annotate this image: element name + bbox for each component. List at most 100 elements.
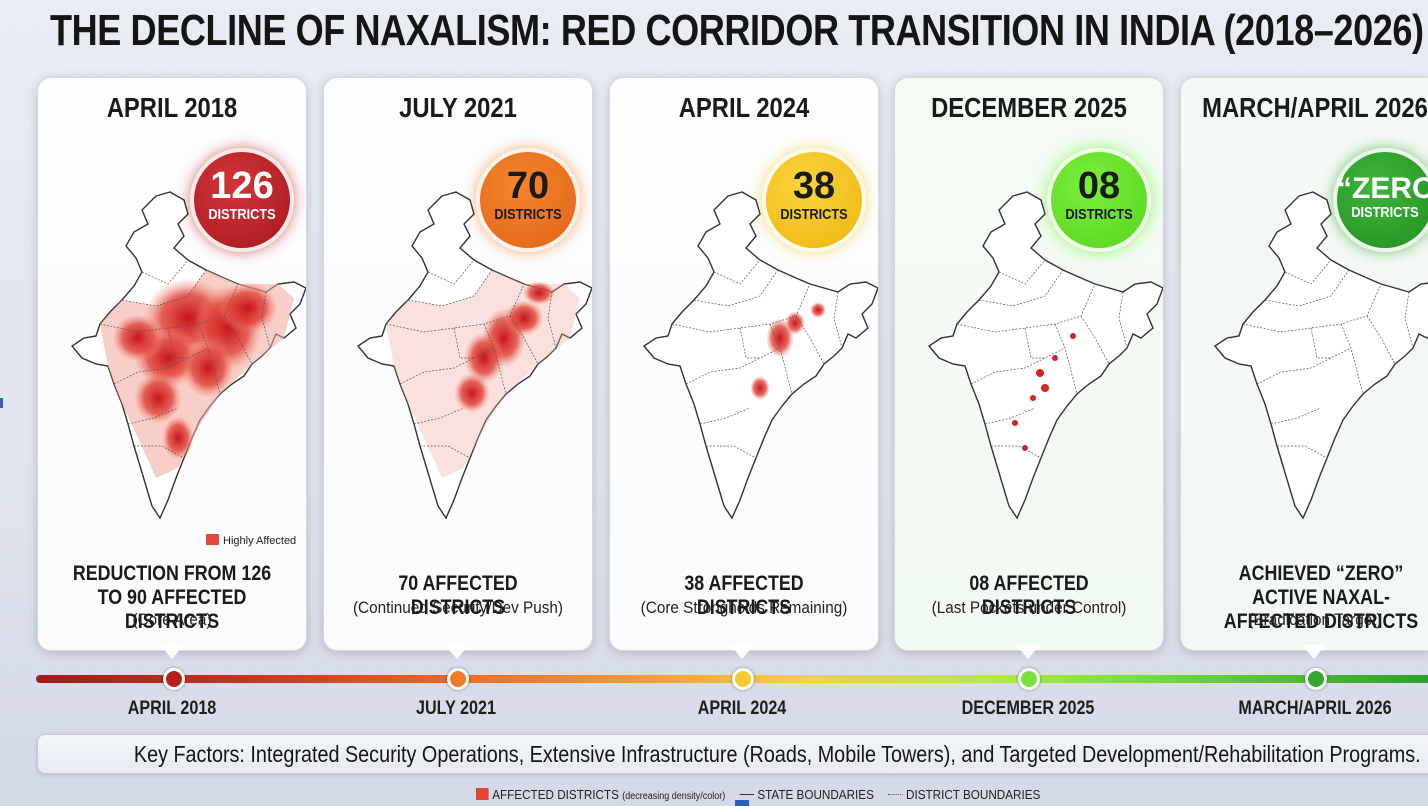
india-outline [927, 191, 1163, 520]
affected-district-area [112, 314, 164, 362]
state-boundary [413, 407, 465, 425]
timeline-dot [1305, 668, 1327, 690]
stage-date: DECEMBER 2025 [931, 92, 1127, 123]
district-count: 70 [506, 165, 550, 207]
state-boundary [1118, 291, 1128, 349]
state-boundary [671, 283, 811, 333]
state-boundary [453, 327, 474, 359]
affected-district-area [134, 372, 182, 424]
affected-district-area [1036, 369, 1044, 377]
state-boundary [420, 445, 471, 459]
district-count-badge: “ZERO” DISTRICTS [1333, 148, 1428, 252]
legend-affected: AFFECTED DISTRICTS [492, 787, 619, 802]
state-boundary [1242, 283, 1382, 333]
state-boundary [483, 323, 507, 395]
district-count-label: DISTRICTS [1351, 204, 1419, 221]
district-count: 126 [210, 165, 274, 207]
stage-date: JULY 2021 [399, 92, 517, 123]
stage-summary: 08 AFFECTED DISTRICTS [969, 572, 1089, 619]
edge-marker [735, 800, 749, 806]
state-boundary [127, 407, 179, 425]
affected-district-area [218, 282, 278, 334]
legend-swatch [206, 534, 219, 545]
state-boundary [685, 347, 781, 385]
state-boundary [998, 259, 1046, 285]
state-boundary [1404, 291, 1414, 349]
stage-note: (Eradication Target) [1248, 610, 1382, 629]
stage-date: APRIL 2024 [678, 92, 810, 123]
state-boundary [509, 315, 539, 365]
legend-state: STATE BOUNDARIES [757, 787, 874, 802]
state-boundary [984, 407, 1036, 425]
district-count-label: DISTRICTS [1065, 206, 1133, 223]
state-boundary [113, 347, 209, 385]
affected-district-area [182, 338, 234, 398]
state-boundary [1310, 327, 1331, 359]
district-count-badge: 08 DISTRICTS [1047, 148, 1151, 252]
stage-summary: REDUCTION FROM 126 TO 90 AFFECTED DISTRI… [72, 562, 272, 633]
affected-district-area [810, 302, 826, 318]
state-boundary [991, 445, 1042, 459]
stage-note: (Core Strongholds Remaining) [640, 598, 848, 617]
stage-note: (Core Area) [132, 610, 212, 629]
state-boundary [134, 445, 185, 459]
state-boundary [385, 283, 525, 333]
affected-swatch [476, 788, 489, 800]
timeline-label: MARCH/APRIL 2026 [1238, 698, 1392, 719]
affected-district-area [785, 311, 805, 335]
india-outline [1213, 191, 1428, 520]
affected-district-area [504, 300, 544, 336]
affected-district-area [454, 373, 490, 413]
stage-summary: ACHIEVED “ZERO” ACTIVE NAXAL-AFFECTED DI… [1223, 562, 1419, 633]
affected-district-area [162, 416, 194, 460]
affected-district-area [1022, 445, 1028, 451]
district-count-badge: 70 DISTRICTS [476, 148, 580, 252]
affected-district-area [750, 376, 770, 400]
stage-date: MARCH/APRIL 2026 [1202, 92, 1428, 123]
affected-district-area [464, 332, 504, 384]
legend-label: Highly Affected [223, 535, 297, 547]
district-boundary-line-icon [887, 794, 903, 795]
key-factors-text: Key Factors: Integrated Security Operati… [133, 741, 1421, 767]
state-boundary [141, 259, 189, 285]
district-count-badge: 38 DISTRICTS [762, 148, 866, 252]
affected-district-area [523, 281, 555, 305]
state-boundary [223, 315, 253, 365]
stage-summary: 38 AFFECTED DISTRICTS [684, 572, 804, 619]
state-boundary [167, 327, 188, 359]
state-boundary [1080, 315, 1110, 365]
india-map [356, 191, 592, 520]
card-pointer [445, 645, 469, 659]
state-boundary [739, 327, 760, 359]
edge-marker [0, 398, 3, 408]
district-count: “ZERO” [1337, 172, 1428, 205]
affected-district-area [1012, 420, 1018, 426]
stage-card-2026: MARCH/APRIL 2026 “ZERO” DISTRICTS ACHIEV… [1180, 77, 1428, 651]
stage-card-2018: APRIL 2018 126 DISTRICTS Highly Affected… [37, 77, 307, 651]
state-boundary [547, 291, 557, 349]
timeline-dot [163, 668, 185, 690]
card-pointer [1016, 645, 1040, 659]
state-boundary [1024, 327, 1045, 359]
state-boundary [699, 407, 751, 425]
india-map [642, 191, 878, 520]
district-count-label: DISTRICTS [780, 206, 848, 223]
state-boundary [261, 291, 271, 349]
state-boundary [1284, 259, 1332, 285]
state-boundary [1277, 445, 1328, 459]
state-boundary [769, 323, 793, 395]
affected-district-area [1030, 395, 1036, 401]
state-boundary [706, 445, 757, 459]
state-boundary [1270, 407, 1322, 425]
timeline-label: APRIL 2018 [127, 698, 217, 719]
timeline-dot [1018, 668, 1040, 690]
legend-district: DISTRICT BOUNDARIES [905, 787, 1041, 802]
stage-date: APRIL 2018 [106, 92, 238, 123]
state-boundary [197, 323, 221, 395]
page-title: THE DECLINE OF NAXALISM: RED CORRIDOR TR… [50, 6, 1424, 55]
stage-summary: 70 AFFECTED DISTRICTS [398, 572, 518, 619]
state-boundary [1256, 347, 1352, 385]
state-boundary [713, 259, 761, 285]
india-map [70, 191, 306, 520]
card-pointer [1302, 645, 1326, 659]
